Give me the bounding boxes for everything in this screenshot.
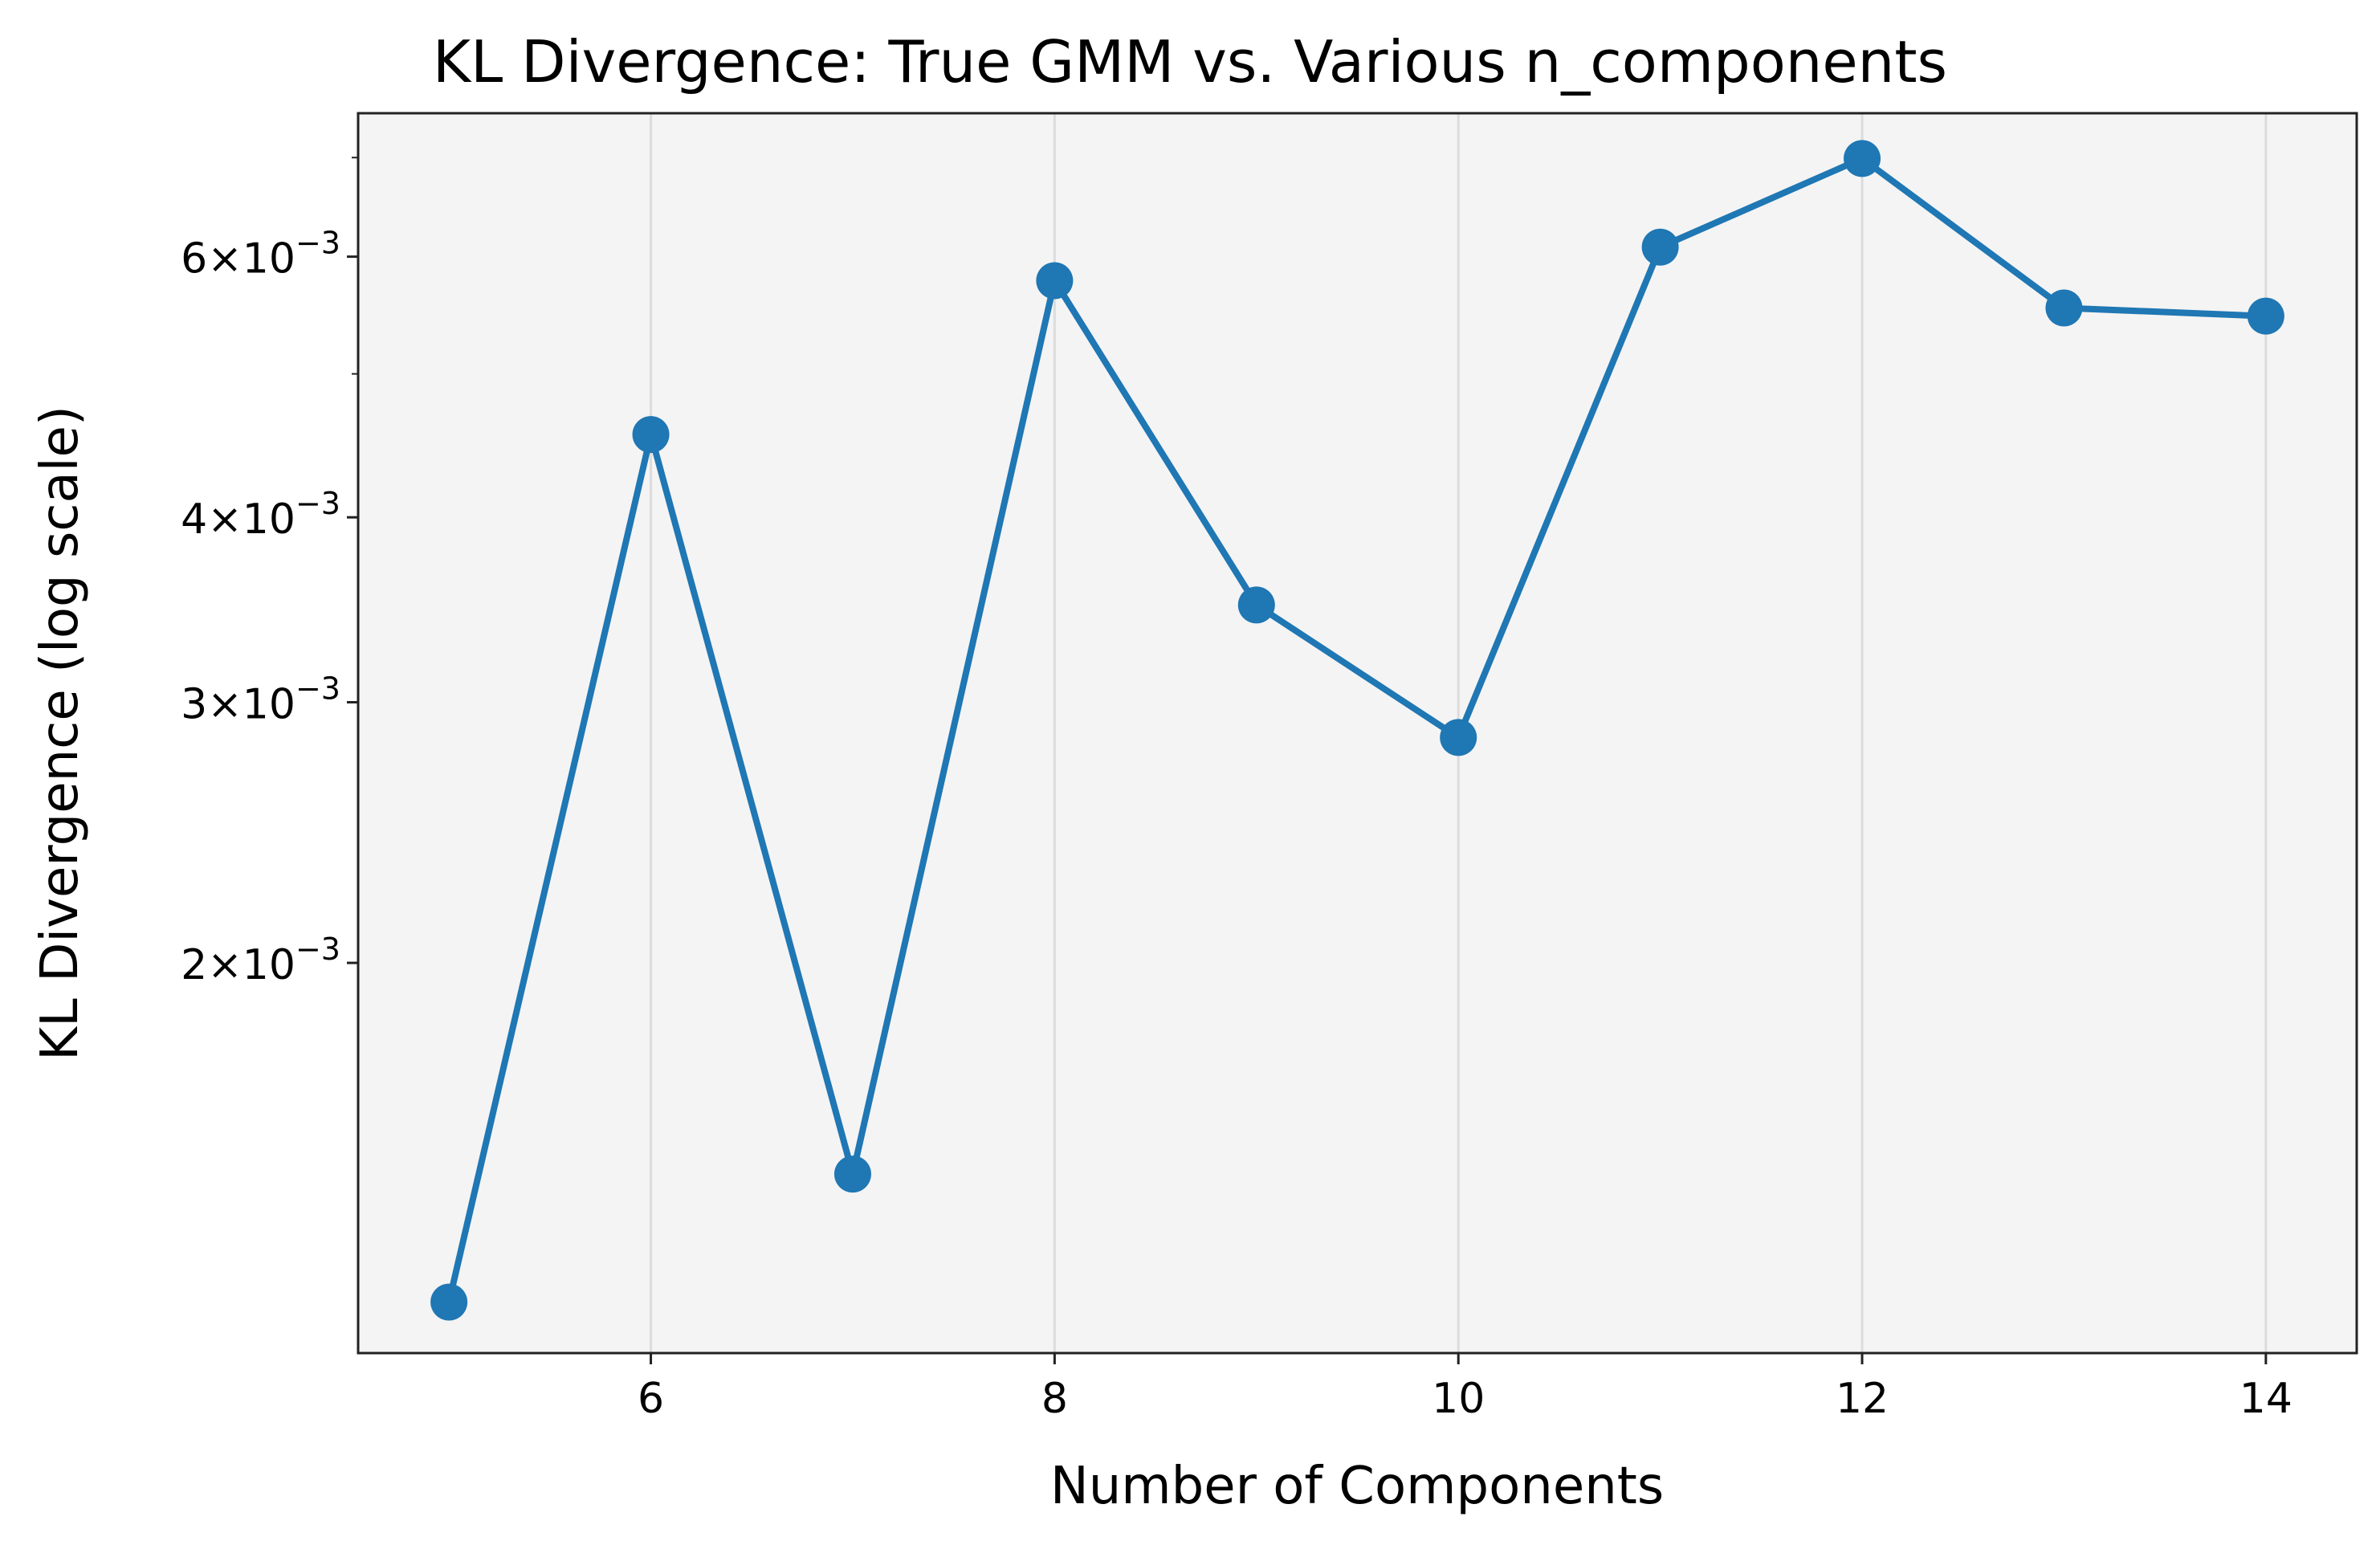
data-point-8 — [1036, 262, 1074, 300]
y-axis-ticks: 2×10−3 3×10−3 4×10−3 6×10−3 — [181, 157, 358, 989]
data-point-5 — [430, 1283, 468, 1321]
x-axis-label: Number of Components — [1050, 1457, 1664, 1516]
data-point-11 — [1641, 228, 1679, 266]
x-tick-label-4: 14 — [2239, 1375, 2292, 1423]
x-tick-label-1: 8 — [1041, 1375, 1068, 1423]
data-point-7 — [833, 1156, 871, 1193]
y-tick-label-3: 6×10−3 — [181, 226, 340, 283]
plot-area — [358, 113, 2357, 1353]
data-point-14 — [2247, 297, 2284, 335]
data-point-13 — [2045, 289, 2083, 327]
series-layer — [430, 140, 2284, 1321]
chart-title: KL Divergence: True GMM vs. Various n_co… — [433, 28, 1947, 96]
y-tick-label-2: 4×10−3 — [181, 486, 340, 544]
y-tick-label-0: 2×10−3 — [181, 931, 340, 989]
x-tick-label-2: 10 — [1432, 1375, 1485, 1423]
data-point-9 — [1237, 586, 1275, 624]
y-axis-label: KL Divergence (log scale) — [31, 406, 90, 1061]
data-point-10 — [1440, 719, 1477, 756]
plot-frame — [357, 112, 2358, 1355]
data-point-12 — [1844, 140, 1881, 177]
x-axis-ticks: 6 8 10 12 14 — [638, 1353, 2292, 1423]
y-tick-label-1: 3×10−3 — [181, 671, 340, 729]
series-line-0 — [446, 155, 2267, 1303]
data-point-6 — [632, 416, 670, 454]
x-tick-label-3: 12 — [1836, 1375, 1889, 1423]
x-tick-label-0: 6 — [638, 1375, 664, 1423]
